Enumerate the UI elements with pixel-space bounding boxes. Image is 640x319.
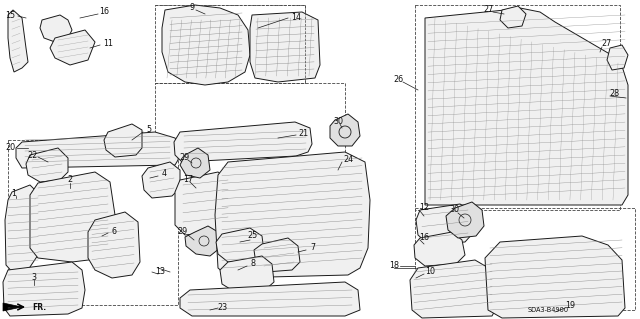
Text: 12: 12	[419, 204, 429, 212]
Bar	[8, 140, 178, 305]
Text: 27: 27	[483, 5, 493, 14]
Polygon shape	[162, 5, 250, 85]
Text: 30: 30	[333, 116, 343, 125]
Polygon shape	[416, 204, 474, 244]
Polygon shape	[8, 10, 28, 72]
Polygon shape	[180, 148, 210, 178]
Text: 14: 14	[291, 12, 301, 21]
Polygon shape	[3, 262, 85, 316]
Text: 4: 4	[161, 168, 166, 177]
Text: 23: 23	[217, 302, 227, 311]
Polygon shape	[410, 260, 498, 318]
Polygon shape	[330, 114, 360, 146]
Polygon shape	[30, 172, 115, 262]
Polygon shape	[220, 256, 274, 292]
Text: 25: 25	[247, 232, 257, 241]
Polygon shape	[104, 124, 142, 157]
Polygon shape	[485, 236, 625, 318]
Polygon shape	[607, 45, 628, 70]
Polygon shape	[5, 185, 42, 275]
Text: 13: 13	[155, 268, 165, 277]
Text: 27: 27	[601, 40, 611, 48]
Polygon shape	[40, 15, 72, 42]
Bar	[155, 5, 305, 83]
Text: 2: 2	[67, 175, 72, 184]
Polygon shape	[180, 282, 360, 316]
Polygon shape	[174, 122, 312, 162]
Text: SDA3-B4900: SDA3-B4900	[528, 307, 569, 313]
Text: 8: 8	[250, 258, 255, 268]
Polygon shape	[446, 202, 484, 238]
Text: 17: 17	[183, 174, 193, 183]
Polygon shape	[16, 132, 180, 168]
Polygon shape	[142, 162, 180, 198]
Polygon shape	[414, 232, 465, 266]
Text: 24: 24	[343, 154, 353, 164]
Text: 21: 21	[298, 130, 308, 138]
Text: 29: 29	[178, 227, 188, 236]
Bar	[415, 5, 620, 210]
Polygon shape	[254, 238, 300, 272]
Text: 28: 28	[609, 90, 619, 99]
Polygon shape	[500, 6, 526, 28]
Polygon shape	[3, 303, 22, 311]
Text: 30: 30	[449, 204, 459, 213]
Text: 6: 6	[111, 226, 116, 235]
Polygon shape	[215, 152, 370, 278]
Polygon shape	[216, 228, 264, 262]
Text: 18: 18	[389, 261, 399, 270]
Text: 11: 11	[103, 39, 113, 48]
Text: 3: 3	[31, 273, 36, 283]
Text: 9: 9	[189, 4, 195, 12]
Text: 10: 10	[425, 266, 435, 276]
Polygon shape	[26, 148, 68, 182]
Polygon shape	[250, 12, 320, 82]
Polygon shape	[175, 172, 235, 235]
Text: 29: 29	[179, 152, 189, 161]
Text: 7: 7	[310, 242, 316, 251]
Text: 15: 15	[5, 11, 15, 20]
Bar	[415, 208, 635, 310]
Polygon shape	[425, 8, 628, 205]
Text: 19: 19	[565, 301, 575, 310]
Polygon shape	[50, 30, 95, 65]
Text: 1: 1	[12, 189, 17, 197]
Bar	[155, 83, 345, 183]
Text: 16: 16	[99, 8, 109, 17]
Polygon shape	[88, 212, 140, 278]
Text: 5: 5	[147, 125, 152, 135]
Polygon shape	[185, 226, 220, 256]
Text: 26: 26	[393, 75, 403, 84]
Text: 22: 22	[27, 151, 37, 160]
Text: 20: 20	[5, 143, 15, 152]
Text: FR.: FR.	[32, 302, 46, 311]
Text: 16: 16	[419, 233, 429, 241]
